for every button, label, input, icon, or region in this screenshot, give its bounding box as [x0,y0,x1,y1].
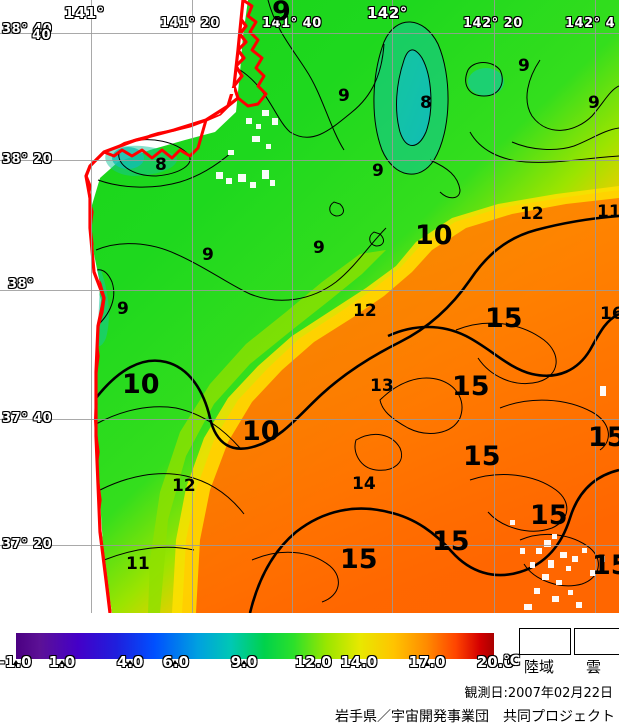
lon-label-5: 142° 4 [565,16,616,31]
grid-line-lat-0 [0,33,619,34]
contour-label-12-10: 12 [520,204,544,224]
cloud-key-label: 雲 [586,658,602,676]
observation-date: 観測日:2007年02月22日 [464,686,613,701]
grid-line-lat-1 [0,160,619,161]
coastline-north [237,0,268,108]
contour-label-15-24: 15 [530,500,568,531]
warm-water-mass [182,190,619,613]
map-canvas[interactable]: 141° 141° 20 141° 40 142° 142° 20 142° 4 38° … [0,0,619,613]
lon-label-0: 141° [64,4,105,22]
colorbar-tick-label-2: 4.0 [116,653,144,671]
grid-line-lat-3 [0,419,619,420]
contour-label-12-13: 12 [353,301,377,321]
contour-label-9-0: 9 [272,0,291,27]
colorbar-tick-1 [57,660,66,666]
contour-label-10-19: 10 [242,416,280,447]
land-key-label: 陸域 [524,658,555,676]
contour-label-15-28: 15 [592,550,619,581]
lon-label-4: 142° 20 [463,16,523,31]
contour-label-15-20: 15 [588,422,619,453]
contour-label-10-18: 10 [122,369,160,400]
sst-raster [0,0,619,613]
contour-label-9-1: 9 [338,86,350,106]
coastline-main [84,0,245,613]
contour-label-11-11: 11 [597,202,619,222]
colorbar-tick-label-1: 1.0 [48,653,76,671]
lat-label-3: 38° [8,277,35,292]
contour-label-15-17: 15 [452,371,490,402]
colorbar-tick-4 [239,660,248,666]
land-mass [0,0,243,613]
contour-label-15-23: 15 [463,441,501,472]
colorbar-unit-label: ℃ [503,653,520,669]
lon-label-2: 141° 40 [262,16,322,31]
lat-label-0: 38° 40 [2,22,53,37]
contour-label-15-27: 15 [432,526,470,557]
grid-line-lon-5 [595,0,596,613]
contour-label-9-6: 9 [372,161,384,181]
grid-line-lon-4 [494,0,495,613]
cloud-pixels [214,80,606,610]
colorbar-tick-label-4: 9.0 [230,653,258,671]
contour-label-11-25: 11 [126,554,150,574]
colorbar-tick-label-7: 17.0 [408,653,446,671]
mid-gradient-strip [148,250,386,613]
grid-line-lon-3 [392,0,393,613]
cold-core-halo [373,21,449,175]
thermal-front-band [172,186,619,613]
contour-label-15-14: 15 [485,303,523,334]
contour-label-9-9: 9 [117,299,129,319]
colorbar-tick-7 [421,660,430,666]
colorbar-tick-6 [353,660,362,666]
lat-label-4: 37° 40 [2,411,53,426]
lat-label-1: 40 [32,28,52,43]
contour-label-10-12: 10 [415,220,453,251]
colorbar-tick-3 [171,660,180,666]
contour-label-9-7: 9 [202,245,214,265]
lat-label-2: 38° 20 [2,152,53,167]
contour-label-12-21: 12 [172,476,196,496]
contour-label-8-5: 8 [155,155,167,175]
contour-lines-minor [89,0,619,603]
contour-label-9-4: 9 [588,93,600,113]
contour-label-16-15: 16 [600,304,619,324]
cloud-key-swatch [574,628,619,655]
cool-patch-ne [468,68,504,96]
land-key-swatch [519,628,571,655]
colorbar-tick-8 [490,660,498,666]
grid-line-lon-2 [292,0,293,613]
lon-label-1: 141° 20 [160,16,220,31]
colorbar-tick-5 [307,660,316,666]
grid-line-lat-4 [0,545,619,546]
contour-label-9-3: 9 [518,56,530,76]
colorbar[interactable] [12,633,498,666]
contour-label-8-2: 8 [420,93,432,113]
contour-label-13-16: 13 [370,376,394,396]
grid-line-lon-1 [192,0,193,613]
lat-label-5: 37° 20 [2,537,53,552]
colorbar-tick-2 [125,660,134,666]
grid-line-lon-0 [91,0,92,613]
contour-label-15-26: 15 [340,544,378,575]
lon-label-3: 142° [367,4,408,22]
colorbar-gradient [16,633,494,659]
colorbar-tick-0 [12,660,20,666]
colorbar-tick-label-6: 14.0 [340,653,378,671]
coastline-bay [95,119,208,160]
colorbar-tick-label-0: -1.0 [0,653,32,671]
colorbar-tick-label-3: 6.0 [162,653,189,671]
contour-label-14-22: 14 [352,474,376,494]
colorbar-tick-label-5: 12.0 [294,653,332,671]
credit-line: 岩手県／宇宙開発事業団 共同プロジェクト [335,709,615,725]
colorbar-tick-label-8: 20.0 [476,653,514,671]
grid-line-lat-2 [0,290,619,291]
contour-label-9-8: 9 [313,238,325,258]
